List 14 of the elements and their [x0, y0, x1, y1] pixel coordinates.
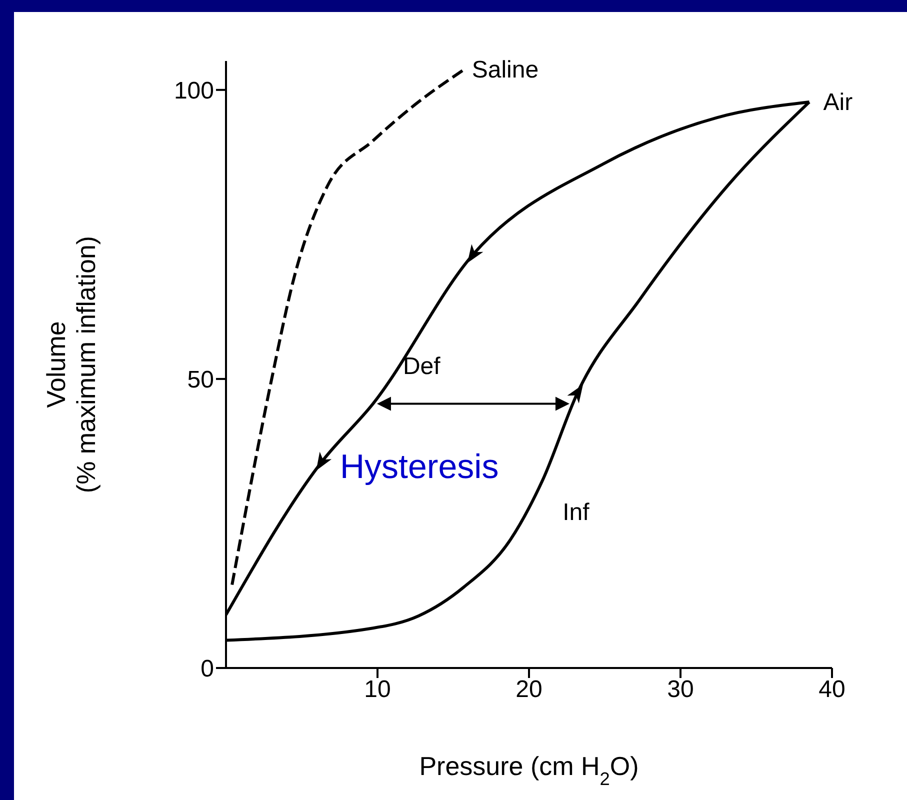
- annotation: Hysteresis: [340, 448, 499, 486]
- x-tick-label: 40: [818, 676, 846, 704]
- y-tick-label: 50: [187, 366, 214, 394]
- series-label: Inf: [562, 499, 590, 526]
- y-tick-label: 0: [200, 656, 214, 683]
- series-label: Def: [402, 352, 441, 380]
- x-tick-label: 30: [667, 676, 694, 704]
- x-tick-label: 10: [364, 676, 391, 704]
- y-tick-label: 100: [174, 77, 214, 104]
- annotation: Air: [823, 89, 853, 116]
- series-label: Saline: [472, 56, 539, 84]
- x-axis-title: Pressure (cm H$_{2}$O): [419, 751, 639, 789]
- x-tick-label: 20: [516, 676, 542, 704]
- y-axis-title: Volume (% maximum inflation): [41, 236, 101, 494]
